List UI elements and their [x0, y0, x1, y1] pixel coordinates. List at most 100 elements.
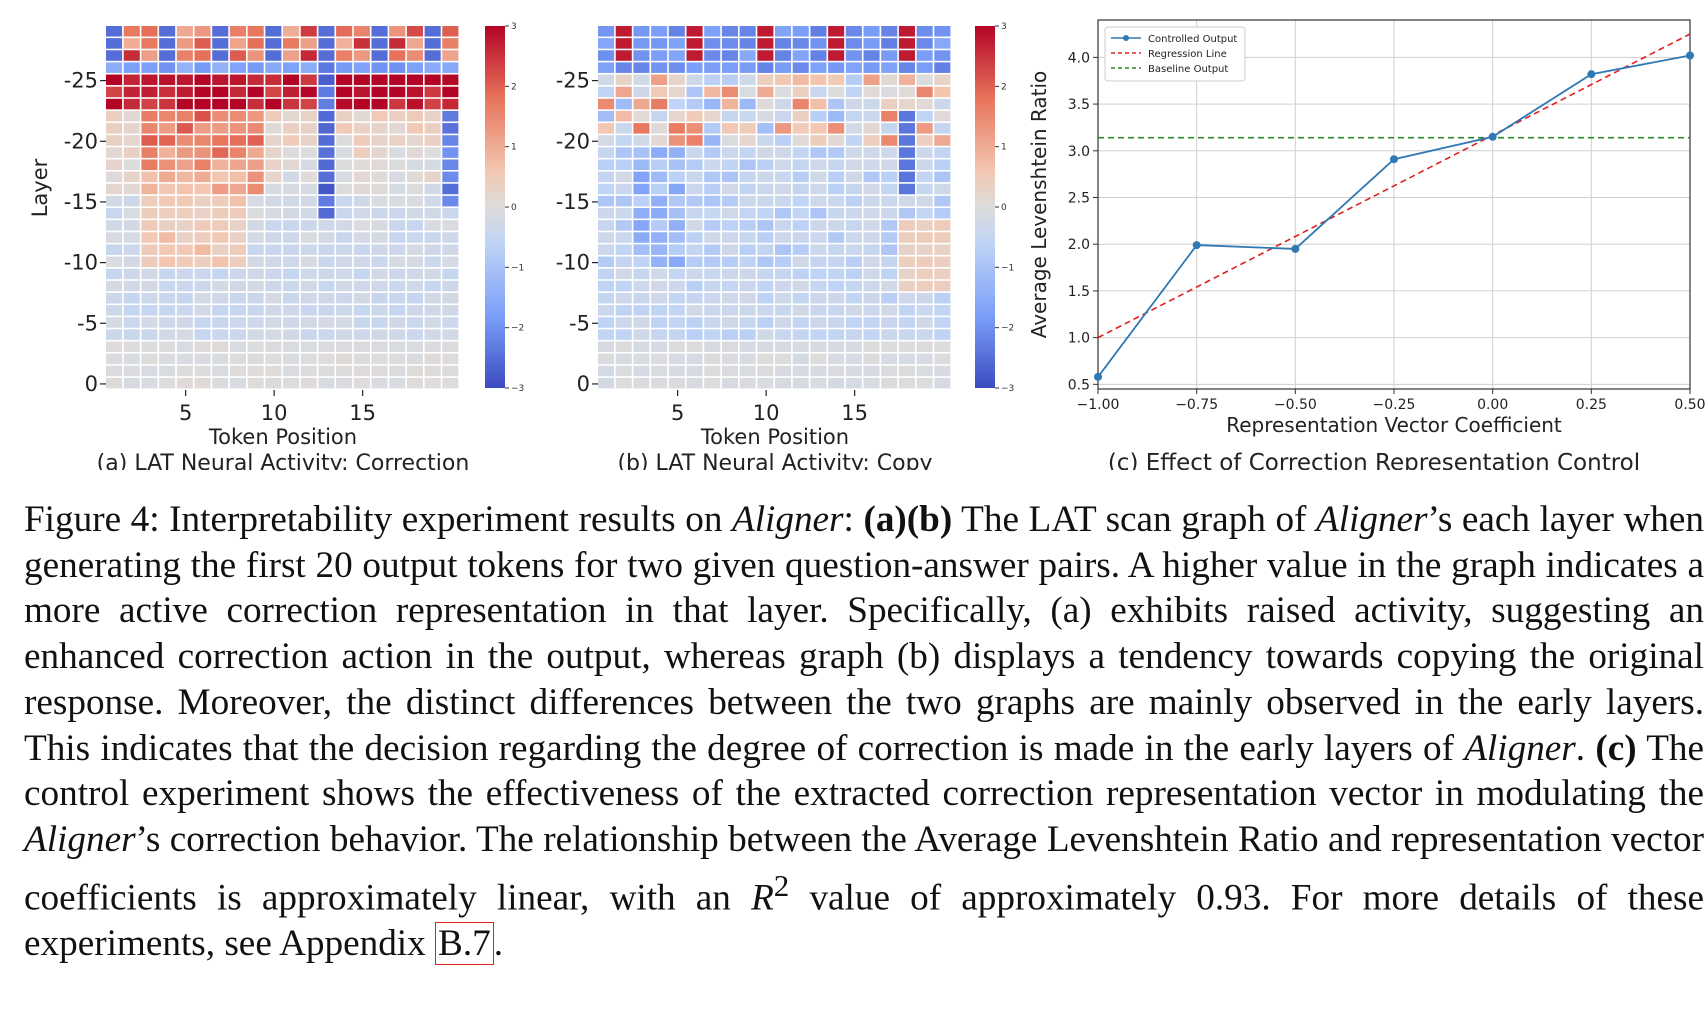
- heatmap-cell: [442, 353, 459, 365]
- heatmap-cell: [389, 365, 406, 377]
- heatmap-cell: [598, 377, 615, 389]
- heatmap-cell: [863, 74, 880, 86]
- heatmap-cell: [159, 329, 176, 340]
- heatmap-cell: [881, 268, 898, 280]
- heatmap-cell: [668, 171, 685, 183]
- heatmap-cell: [371, 62, 388, 73]
- heatmap-cell: [934, 123, 951, 134]
- heatmap-cell: [757, 244, 774, 255]
- heatmap-cell: [247, 38, 264, 49]
- heatmap-cell: [176, 305, 193, 316]
- heatmap-cell: [229, 341, 246, 352]
- heatmap-cell: [229, 232, 246, 243]
- heatmap-cell: [828, 86, 845, 98]
- heatmap-cell: [424, 195, 441, 207]
- heatmap-cell: [424, 110, 441, 122]
- heatmap-cell: [336, 353, 353, 365]
- heatmap-cell: [300, 365, 317, 377]
- heatmap-cell: [845, 26, 862, 37]
- heatmap-cell: [916, 183, 933, 195]
- heatmap-cell: [300, 183, 317, 195]
- heatmap-cell: [810, 195, 827, 207]
- heatmap-cell: [775, 305, 792, 316]
- heatmap-cell: [810, 74, 827, 86]
- heatmap-cell: [633, 305, 650, 316]
- heatmap-cell: [265, 220, 282, 231]
- heatmap-cell: [159, 110, 176, 122]
- heatmap-cell: [176, 110, 193, 122]
- heatmap-cell: [757, 195, 774, 207]
- heatmap-cell: [615, 256, 632, 268]
- heatmap-cell: [300, 220, 317, 231]
- heatmap-cell: [615, 220, 632, 231]
- heatmap-cell: [424, 62, 441, 73]
- heatmap-cell: [792, 86, 809, 98]
- heatmap-cell: [775, 110, 792, 122]
- heatmap-cell: [598, 135, 615, 146]
- heatmap-cell: [810, 317, 827, 328]
- heatmap-cell: [598, 159, 615, 170]
- heatmap-cell: [651, 256, 668, 268]
- heatmap-cell: [775, 365, 792, 377]
- panel-caption: (a) LAT Neural Activity: Correction: [97, 451, 470, 470]
- heatmap-cell: [633, 353, 650, 365]
- heatmap-cell: [845, 280, 862, 292]
- heatmap-cell: [775, 280, 792, 292]
- heatmap-cell: [283, 62, 300, 73]
- heatmap-cell: [424, 377, 441, 389]
- heatmap-cell: [775, 329, 792, 340]
- heatmap-cell: [212, 123, 229, 134]
- heatmap-cell: [686, 305, 703, 316]
- heatmap-cell: [106, 377, 123, 389]
- aligner-name: Aligner: [731, 499, 844, 540]
- heatmap-cell: [389, 183, 406, 195]
- heatmap-cell: [845, 123, 862, 134]
- heatmap-cell: [123, 208, 140, 219]
- heatmap-cell: [424, 38, 441, 49]
- heatmap-cell: [810, 38, 827, 49]
- heatmap-cell: [194, 305, 211, 316]
- heatmap-cell: [371, 38, 388, 49]
- heatmap-cell: [318, 244, 335, 255]
- heatmap-cell: [739, 171, 756, 183]
- heatmap-cell: [424, 268, 441, 280]
- heatmap-cell: [828, 341, 845, 352]
- heatmap-cell: [247, 220, 264, 231]
- heatmap-cell: [668, 353, 685, 365]
- heatmap-cell: [265, 208, 282, 219]
- heatmap-cell: [828, 38, 845, 49]
- heatmap-cell: [442, 195, 459, 207]
- heatmap-cell: [881, 147, 898, 158]
- heatmap-cell: [704, 365, 721, 377]
- heatmap-cell: [757, 329, 774, 340]
- heatmap-cell: [828, 244, 845, 255]
- heatmap-cell: [898, 365, 915, 377]
- heatmap-cell: [863, 38, 880, 49]
- appendix-link[interactable]: B.7: [435, 921, 494, 965]
- heatmap-cell: [881, 74, 898, 86]
- heatmap-cell: [265, 183, 282, 195]
- heatmap-cell: [863, 86, 880, 98]
- heatmap-cell: [686, 147, 703, 158]
- heatmap-cell: [916, 232, 933, 243]
- heatmap-cell: [810, 268, 827, 280]
- figure-caption: Figure 4: Interpretability experiment re…: [24, 499, 1705, 965]
- heatmap-cell: [598, 62, 615, 73]
- colorbar: [975, 26, 995, 388]
- heatmap-cell: [318, 256, 335, 268]
- heatmap-cell: [406, 50, 423, 61]
- heatmap-cell: [828, 256, 845, 268]
- heatmap-cell: [353, 50, 370, 61]
- heatmap-cell: [336, 26, 353, 37]
- heatmap-cell: [283, 256, 300, 268]
- heatmap-cell: [247, 195, 264, 207]
- heatmap-cell: [123, 268, 140, 280]
- heatmap-cell: [353, 341, 370, 352]
- heatmap-cell: [176, 244, 193, 255]
- heatmap-cell: [212, 62, 229, 73]
- heatmap-cell: [898, 329, 915, 340]
- heatmap-cell: [353, 280, 370, 292]
- heatmap-cell: [739, 208, 756, 219]
- heatmap-cell: [123, 147, 140, 158]
